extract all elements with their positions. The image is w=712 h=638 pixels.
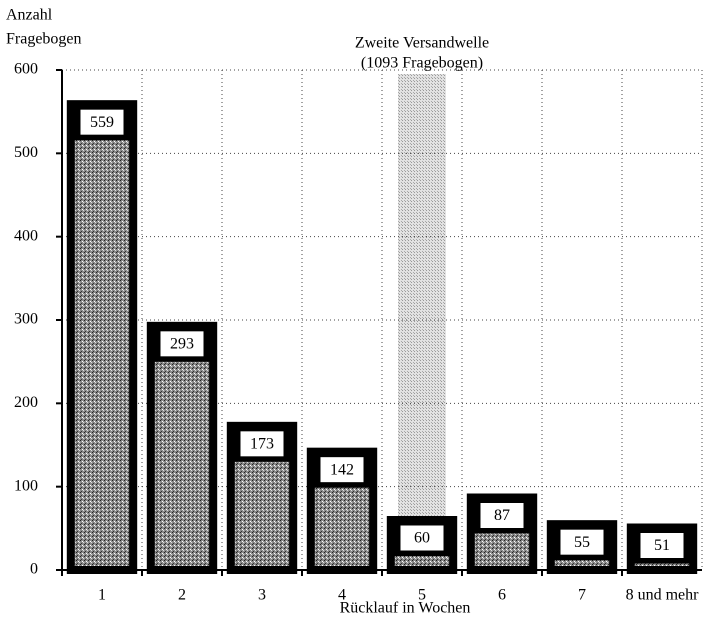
x-tick-label: 3 [258,587,266,604]
y-tick-label: 600 [14,61,38,78]
x-tick-label: 2 [178,587,186,604]
x-tick-label: 6 [498,587,506,604]
bar [66,100,138,575]
value-label-box [159,330,205,358]
x-tick-label: 7 [578,587,586,604]
x-tick-label: 1 [98,587,106,604]
y-axis-label: Anzahl [6,7,53,24]
y-tick-label: 500 [14,144,38,161]
x-tick-label: 8 und mehr [626,587,700,604]
value-label: 559 [90,114,114,131]
value-label-box [239,430,285,458]
highlight-band [398,74,446,570]
y-tick-label: 300 [14,311,38,328]
value-label: 173 [250,436,274,453]
value-label-box [639,532,685,559]
y-tick-label: 200 [14,394,38,411]
value-label: 55 [574,534,590,551]
annotation: Zweite Versandwelle [355,35,489,52]
value-label: 142 [330,461,354,478]
y-tick-label: 0 [30,561,38,578]
value-label: 51 [654,537,670,554]
value-label: 87 [494,507,510,524]
value-label-box [319,456,365,484]
x-tick-label: 4 [338,587,346,604]
annotation: (1093 Fragebogen) [361,55,483,72]
x-axis-label: Rücklauf in Wochen [340,600,471,617]
value-label-box [479,502,525,529]
y-tick-label: 400 [14,227,38,244]
value-label: 293 [170,336,194,353]
value-label: 60 [414,530,430,547]
y-axis-label: Fragebogen [6,31,82,48]
value-label-box [559,528,605,556]
bar [146,321,218,575]
y-tick-label: 100 [14,477,38,494]
x-tick-label: 5 [418,587,426,604]
value-label-box [79,108,125,136]
value-label-box [399,524,445,552]
